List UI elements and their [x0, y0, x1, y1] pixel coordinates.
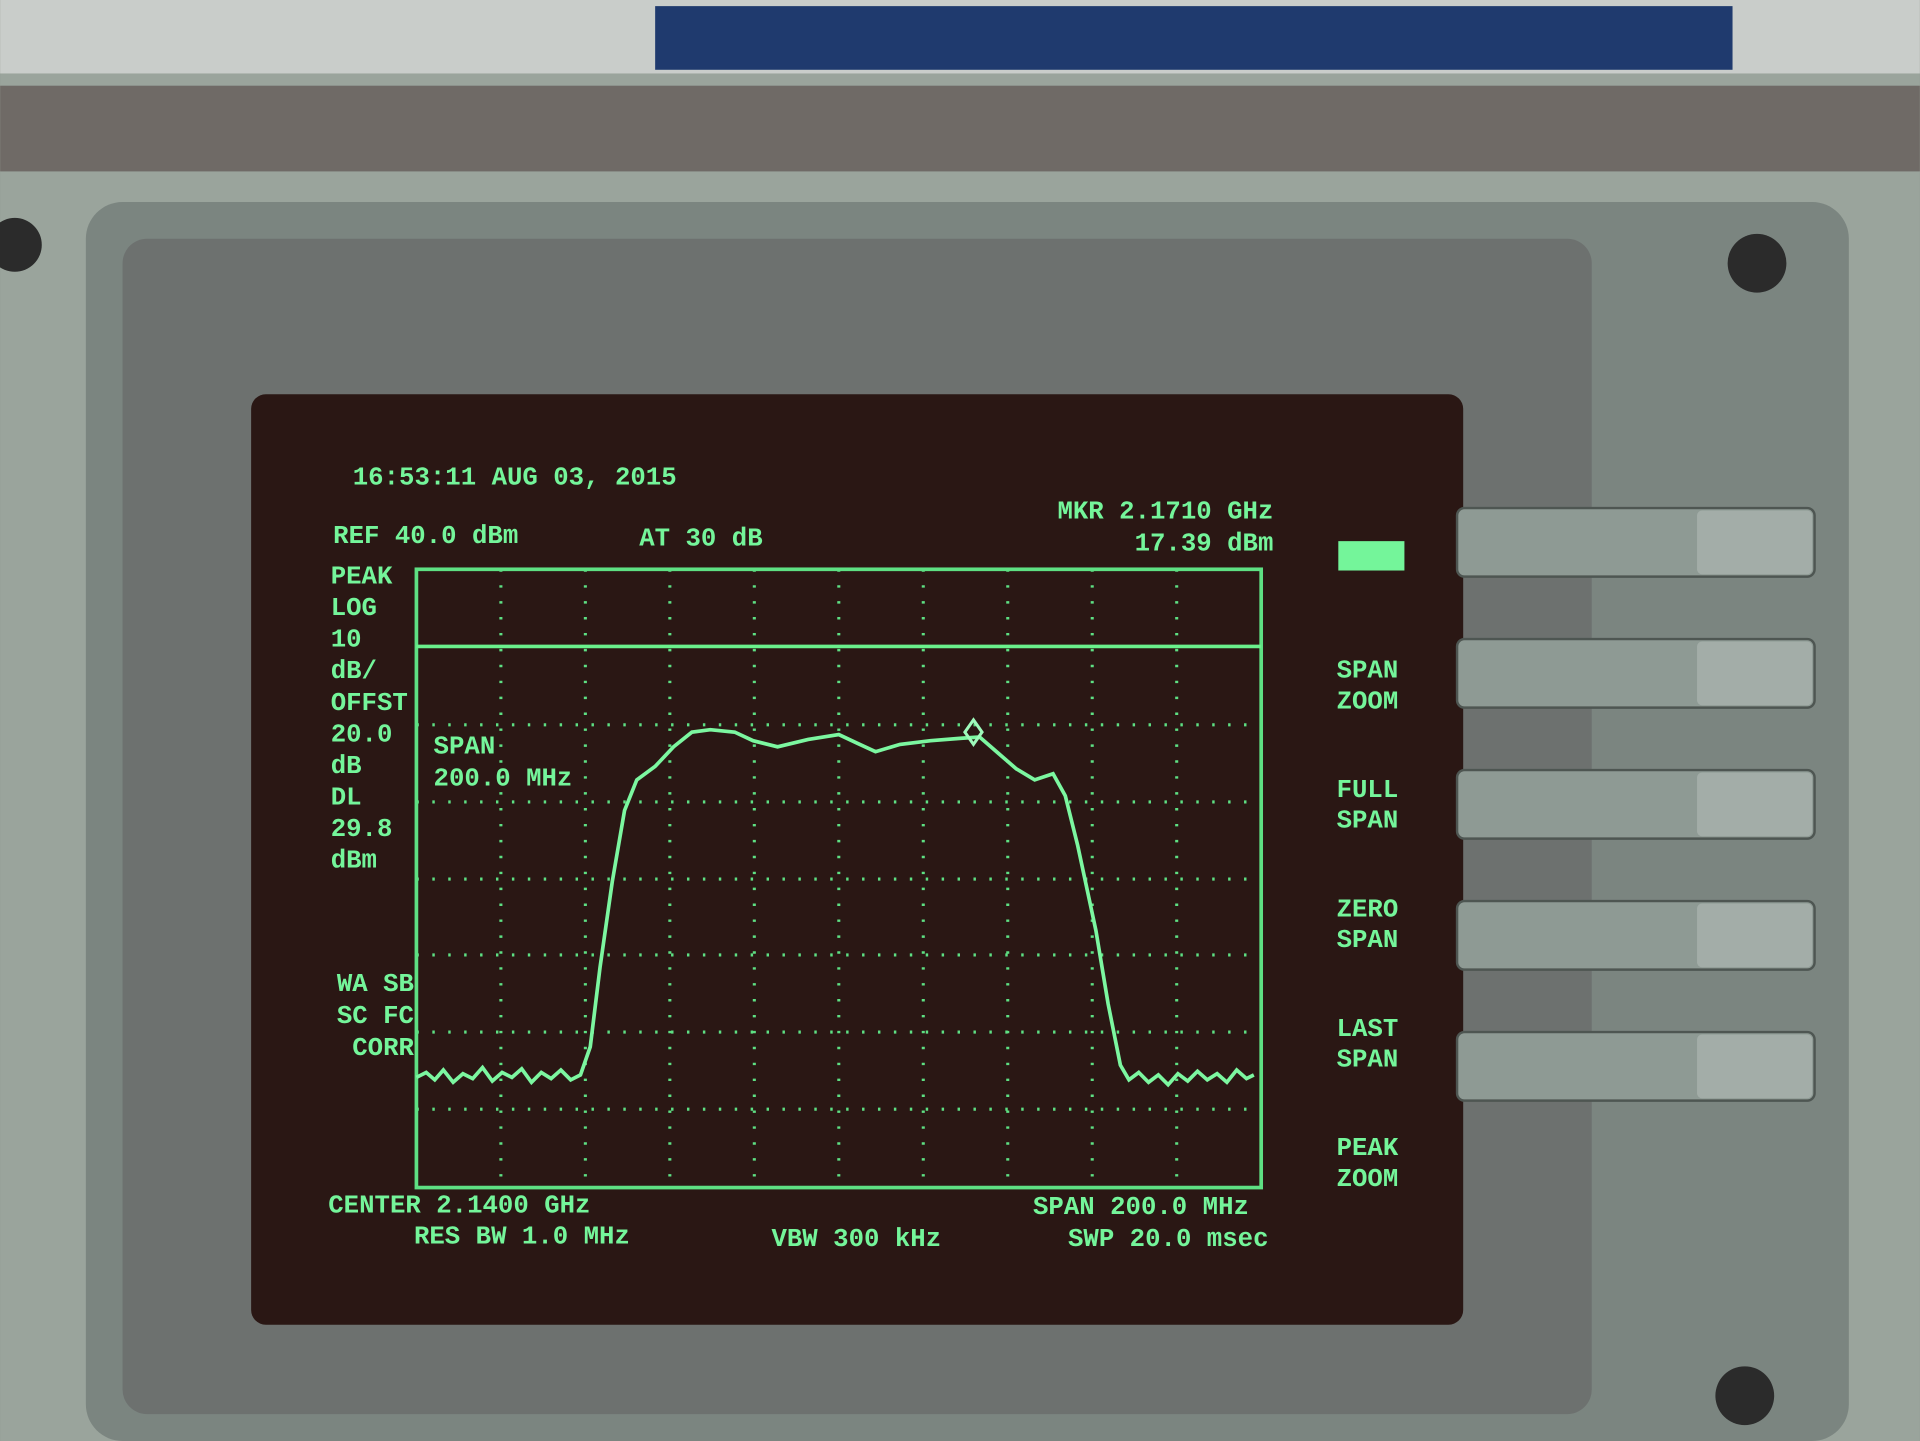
timestamp: 16:53:11 AUG 03, 2015 — [353, 463, 677, 492]
top-object — [655, 6, 1733, 70]
softkey-label: PEAK — [1337, 1134, 1399, 1163]
span: SPAN 200.0 MHz — [1033, 1193, 1249, 1222]
graph-label: 200.0 MHz — [434, 764, 573, 793]
video-bandwidth: VBW 300 kHz — [771, 1225, 941, 1254]
spectrum-trace — [415, 727, 1255, 1088]
screw — [1727, 233, 1787, 293]
left-annotation: LOG — [331, 594, 377, 623]
softkey-label: LAST — [1337, 1015, 1399, 1044]
softkey-cap — [1697, 772, 1813, 837]
softkey-label: SPAN — [1337, 657, 1399, 686]
marker-amplitude: 17.39 dBm — [1135, 529, 1274, 558]
left-annotation: 20.0 — [331, 720, 393, 749]
softkey-label: ZERO — [1337, 895, 1399, 924]
screw — [0, 217, 42, 272]
softkey-label: SPAN — [1337, 926, 1399, 955]
left-annotation: 29.8 — [331, 815, 393, 844]
softkey-label: ZOOM — [1337, 1165, 1399, 1194]
softkey-cap — [1697, 510, 1813, 575]
graticule — [414, 567, 1264, 1190]
status-annotation: CORR — [352, 1034, 414, 1063]
status-annotations: WA SB SC FC CORR — [337, 970, 415, 1063]
softkey-label: ZOOM — [1337, 687, 1399, 716]
left-annotation: dB/ — [331, 657, 377, 686]
softkey-label: FULL — [1337, 776, 1399, 805]
softkey-cap — [1697, 1034, 1813, 1099]
screw — [1715, 1366, 1775, 1426]
left-annotation: dB — [331, 752, 362, 781]
center-frequency: CENTER 2.1400 GHz — [328, 1192, 590, 1221]
softkey-label: SPAN — [1337, 1045, 1399, 1074]
left-annotation: DL — [331, 784, 362, 813]
marker-frequency: MKR 2.1710 GHz — [1057, 498, 1273, 527]
status-annotation: SC FC — [337, 1002, 414, 1031]
top-rim — [0, 85, 1920, 172]
crt-screen — [251, 394, 1464, 1325]
softkey-cap — [1697, 903, 1813, 968]
status-annotation: WA SB — [337, 970, 414, 999]
attenuation: AT 30 dB — [639, 524, 762, 553]
left-annotation: PEAK — [331, 562, 393, 591]
softkey-cap — [1697, 641, 1813, 706]
left-annotation: 10 — [331, 626, 362, 655]
ref-level: REF 40.0 dBm — [333, 522, 518, 551]
sweep-time: SWP 20.0 msec — [1068, 1225, 1269, 1254]
graph-label: SPAN — [434, 733, 496, 762]
resolution-bandwidth: RES BW 1.0 MHz — [414, 1222, 630, 1251]
softkey-indicator — [1338, 541, 1405, 571]
left-annotation: dBm — [331, 847, 377, 876]
marker — [963, 717, 984, 748]
softkey-label: SPAN — [1337, 807, 1399, 836]
left-annotation: OFFST — [331, 689, 408, 718]
